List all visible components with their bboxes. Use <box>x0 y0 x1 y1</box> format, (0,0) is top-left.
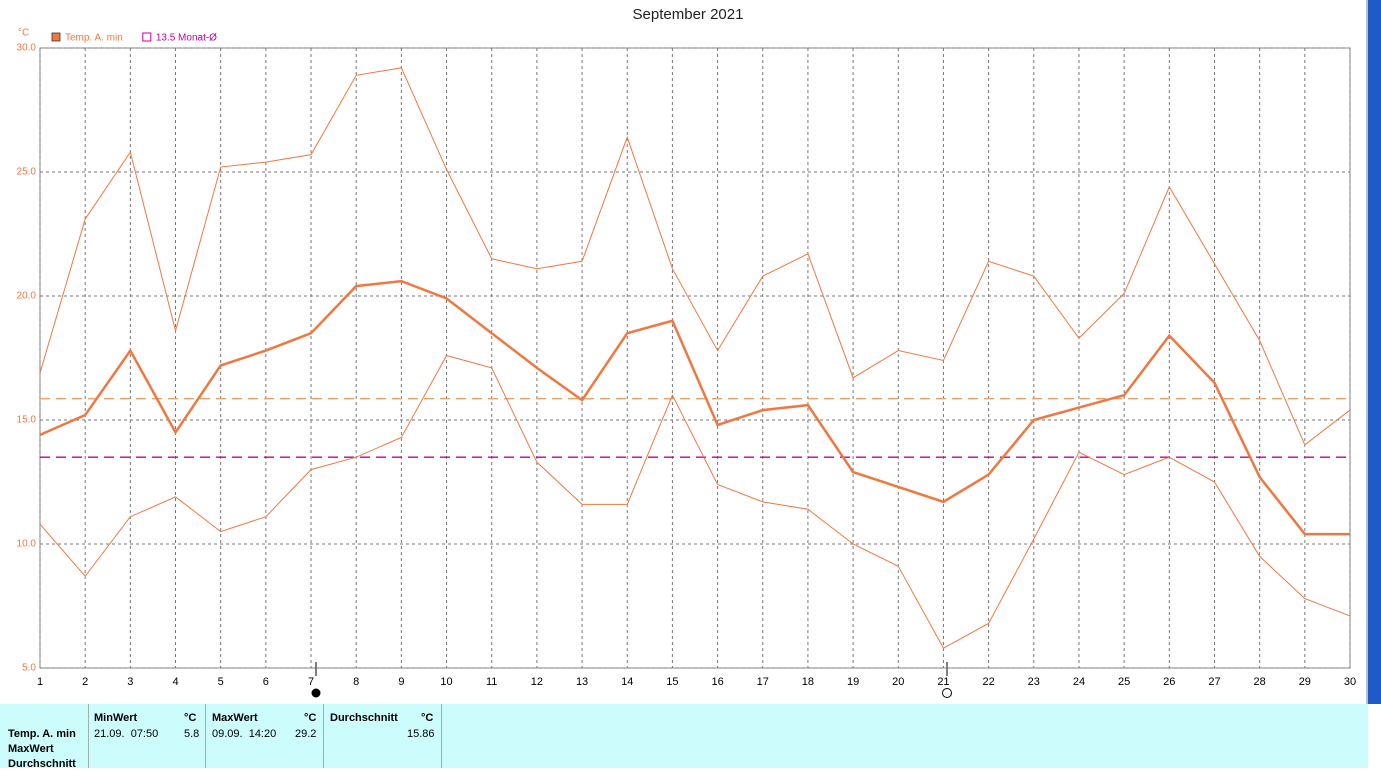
x-tick-label: 4 <box>172 676 178 688</box>
col-unit: °C <box>184 712 197 724</box>
row-label: Durchschnitt <box>8 758 76 770</box>
x-tick-label: 11 <box>486 676 497 688</box>
row-label: MaxWert <box>8 743 54 755</box>
x-tick-label: 13 <box>576 676 588 688</box>
stats-table: Temp. A. min MaxWert Durchschnitt MinWer… <box>0 704 1368 770</box>
series-line <box>39 354 1351 649</box>
x-tick-label: 21 <box>937 676 949 688</box>
x-tick-label: 1 <box>37 676 43 688</box>
x-tick-label: 2 <box>82 676 88 688</box>
x-tick-label: 17 <box>757 676 769 688</box>
x-tick-label: 20 <box>892 676 904 688</box>
x-tick-label: 30 <box>1344 676 1356 688</box>
legend-swatch <box>51 32 61 42</box>
y-tick-label: 5.0 <box>22 663 36 674</box>
y-tick-label: 10.0 <box>17 539 37 550</box>
col-header: MaxWert <box>212 712 258 724</box>
col-unit: °C <box>421 712 434 724</box>
x-tick-label: 14 <box>621 676 633 688</box>
window-border <box>1366 0 1368 704</box>
col-unit: °C <box>304 712 317 724</box>
y-unit: °C <box>18 28 29 39</box>
legend-label: 13.5 Monat-Ø <box>156 33 217 44</box>
y-tick-label: 15.0 <box>17 415 37 426</box>
row-label: Temp. A. min <box>8 728 76 740</box>
col-header: Durchschnitt <box>330 712 398 724</box>
x-tick-label: 12 <box>531 676 543 688</box>
series-line <box>39 67 1351 446</box>
new-moon-icon <box>942 688 952 698</box>
x-tick-label: 27 <box>1208 676 1220 688</box>
full-moon-icon <box>311 688 321 698</box>
x-tick-label: 8 <box>353 676 359 688</box>
cell: 29.2 <box>295 728 317 740</box>
x-tick-label: 25 <box>1118 676 1130 688</box>
cell: 21.09. 07:50 <box>94 728 159 740</box>
legend-label: Temp. A. min <box>65 33 123 44</box>
x-tick-label: 18 <box>802 676 814 688</box>
x-tick-label: 24 <box>1073 676 1085 688</box>
cell: 15.86 <box>407 728 435 740</box>
x-tick-label: 16 <box>711 676 723 688</box>
x-tick-label: 10 <box>440 676 452 688</box>
x-tick-label: 19 <box>847 676 859 688</box>
x-tick-label: 26 <box>1163 676 1175 688</box>
x-tick-label: 7 <box>308 676 314 688</box>
chart: September 2021 °C 5.0 10.0 15.0 20.0 25.0 30.… <box>17 0 1381 704</box>
x-tick-label: 22 <box>982 676 994 688</box>
y-tick-label: 30.0 <box>17 43 37 54</box>
x-tick-label: 29 <box>1299 676 1311 688</box>
desktop-edge <box>1368 0 1381 704</box>
chart-title: September 2021 <box>633 6 744 23</box>
series-line <box>39 279 1350 536</box>
cell: 5.8 <box>184 728 200 740</box>
y-tick-label: 25.0 <box>17 167 37 178</box>
x-tick-label: 6 <box>263 676 269 688</box>
x-tick-label: 23 <box>1028 676 1040 688</box>
legend-swatch <box>142 32 152 42</box>
x-tick-label: 28 <box>1254 676 1266 688</box>
x-tick-label: 9 <box>398 676 404 688</box>
col-header: MinWert <box>94 712 138 724</box>
cell: 09.09. 14:20 <box>212 728 277 740</box>
y-tick-label: 20.0 <box>17 291 37 302</box>
x-tick-label: 5 <box>218 676 224 688</box>
x-tick-label: 3 <box>127 676 133 688</box>
x-tick-label: 15 <box>666 676 678 688</box>
